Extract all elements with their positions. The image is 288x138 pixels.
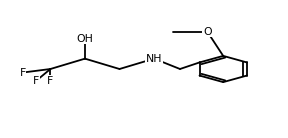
Text: F: F bbox=[47, 76, 54, 86]
Text: O: O bbox=[203, 27, 212, 37]
Text: F: F bbox=[33, 76, 39, 86]
Text: OH: OH bbox=[77, 34, 93, 44]
Text: F: F bbox=[20, 68, 26, 78]
Text: NH: NH bbox=[146, 54, 162, 64]
